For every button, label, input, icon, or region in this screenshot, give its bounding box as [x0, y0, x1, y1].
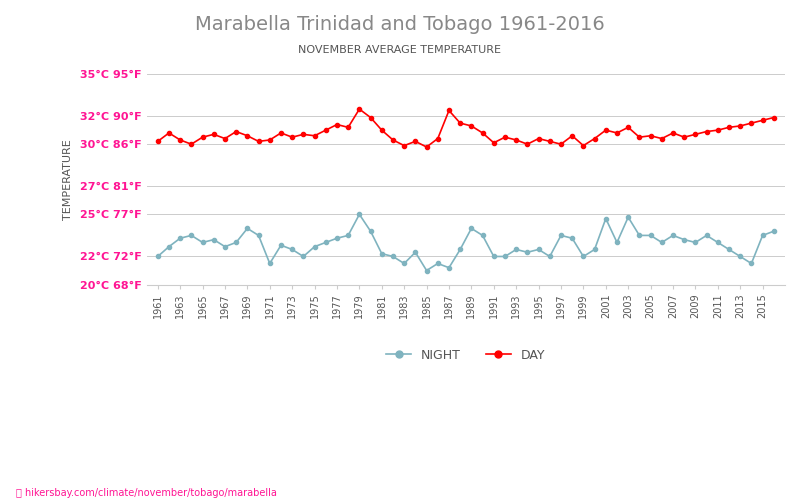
Text: NOVEMBER AVERAGE TEMPERATURE: NOVEMBER AVERAGE TEMPERATURE — [298, 45, 502, 55]
Y-axis label: TEMPERATURE: TEMPERATURE — [63, 139, 73, 220]
Text: Marabella Trinidad and Tobago 1961-2016: Marabella Trinidad and Tobago 1961-2016 — [195, 15, 605, 34]
Text: 📍 hikersbay.com/climate/november/tobago/marabella: 📍 hikersbay.com/climate/november/tobago/… — [16, 488, 277, 498]
Legend: NIGHT, DAY: NIGHT, DAY — [381, 344, 550, 366]
